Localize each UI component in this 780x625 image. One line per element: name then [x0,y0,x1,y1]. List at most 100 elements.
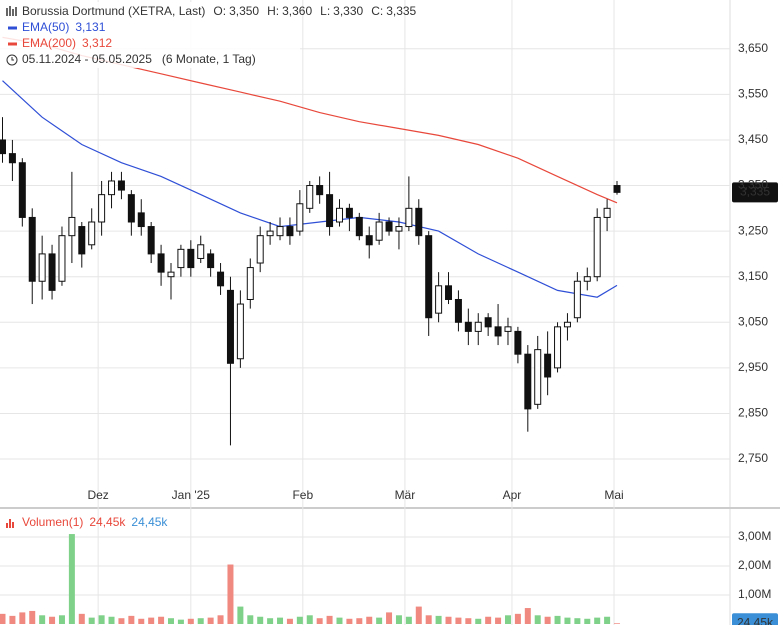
candle-body [514,330,522,355]
volume-bar [167,618,174,624]
legend-row: Borussia Dortmund (XETRA, Last) O: 3,350 H:… [22,4,417,18]
ohlc-text: 3,330 [333,4,363,18]
volume-bar [257,616,264,624]
candle-body [554,326,562,369]
candle-body [484,317,492,328]
ohlc-text: C: [371,4,383,18]
candle-icon [6,6,17,16]
clock-icon [6,54,18,66]
candle-body [28,216,36,282]
volume-bar [554,615,561,624]
legend-row: EMA(200) 3,312 [22,36,112,50]
candle-body [345,207,353,218]
candle-body [137,212,145,228]
volume-bar [465,618,472,624]
clock-hand [11,57,14,61]
ohlc-text: 3,360 [282,4,312,18]
volume-bar [316,618,323,624]
volume-icon [6,519,14,528]
candle-body [395,226,403,232]
candle-body [563,321,571,328]
candle-body [385,221,393,232]
candle-body [425,235,433,319]
candle-body [48,253,56,291]
candle-body [127,194,135,223]
candle-body [167,271,175,278]
candle-body [534,349,542,405]
y-tick-label: 2,750 [738,451,768,465]
candle-body [226,289,234,364]
volume-bar [405,616,412,624]
y-tick-label: 3,00M [738,529,771,543]
volume-bar [227,564,234,624]
volume-bar [366,616,373,624]
volume-bar [495,617,502,624]
volume-bar [138,618,145,624]
x-tick-label: Mai [604,488,623,502]
candle-body [246,267,254,300]
candle-body [326,194,334,228]
volume-bar [158,616,165,624]
y-tick-label: 3,650 [738,41,768,55]
y-tick-label: 3,450 [738,132,768,146]
volume-bar [564,617,571,624]
candle-body [38,253,46,282]
volume-bar [376,617,383,624]
volume-bar [326,615,333,624]
volume-bar [187,618,194,624]
volume-bar [88,617,95,624]
legend-text: 3,131 [75,20,105,34]
volume-bar [58,615,65,624]
volume-bar [267,618,274,624]
candle-body [603,207,611,218]
volume-bar [445,616,452,624]
volume-bar [524,608,531,624]
volume-tag-label: 24,45k [737,615,774,625]
volume-bar [108,616,115,624]
volume-bar [336,617,343,624]
legend-text: 3,312 [82,36,112,50]
candle-body [98,194,106,223]
candle-body [286,226,294,237]
candle-body [365,235,373,246]
candle-body [415,207,423,237]
candle-body [435,285,443,314]
y-tick-label: 1,00M [738,587,771,601]
candle-body [117,180,125,191]
y-tick-label: 3,250 [738,223,768,237]
volume-bar [286,618,293,624]
candle-body [544,353,552,378]
volume-bar [237,606,244,624]
volume-bar [435,615,442,624]
volume-bar [296,616,303,624]
volume-bar [118,618,125,624]
volume-bar [584,618,591,624]
candle-body [454,298,462,323]
candle-body [593,216,601,278]
y-tick-label: 2,950 [738,360,768,374]
ohlc-text: 3,350 [229,4,259,18]
volume-bar [68,534,75,624]
volume-bar [98,615,105,624]
price-tag-label: 3,335 [740,185,770,199]
ohlc-text: L: [320,4,330,18]
candle-body [256,235,264,264]
candle-body [187,248,195,269]
volume-bar [455,617,462,624]
volume-bar [9,615,16,624]
volume-bar [39,615,46,624]
ohlc-text: H: [267,4,279,18]
y-tick-label: 3,350 [738,178,768,192]
marks-layer [0,36,778,625]
candle-body [236,303,244,360]
volume-bar [356,618,363,624]
volume-bar [594,617,601,624]
candle-body [0,139,7,155]
candle-body [68,216,76,237]
legend-text: 05.11.2024 - 05.05.2025 [22,52,152,66]
candle-body [405,207,413,228]
candle-body [88,221,96,246]
candle-body [296,203,304,232]
x-tick-label: Apr [503,488,522,502]
